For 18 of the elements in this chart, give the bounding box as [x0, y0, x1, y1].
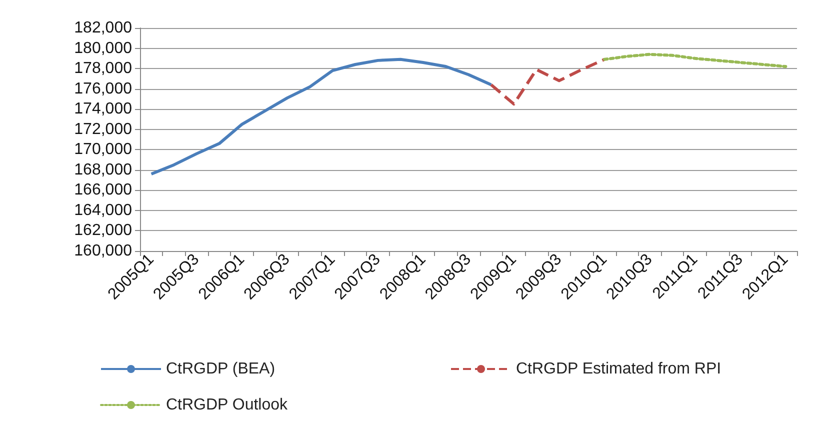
- y-tick-label: 180,000: [74, 40, 132, 57]
- y-tick-label: 164,000: [74, 202, 132, 219]
- y-tick-label: 168,000: [74, 161, 132, 178]
- y-tick-label: 166,000: [74, 182, 132, 199]
- legend-label: CtRGDP Outlook: [166, 396, 289, 414]
- legend-label: CtRGDP (BEA): [166, 360, 276, 378]
- y-tick-label: 160,000: [74, 242, 132, 260]
- y-tick-label: 178,000: [74, 60, 132, 78]
- line-series: [150, 58, 493, 176]
- y-tick-label: 174,000: [74, 100, 132, 118]
- y-tick-label: 170,000: [74, 141, 132, 158]
- y-tick-label: 162,000: [74, 222, 132, 240]
- y-tick-label: 172,000: [74, 120, 132, 138]
- y-tick-label: 176,000: [74, 80, 132, 98]
- legend-label: CtRGDP Estimated from RPI: [516, 360, 722, 378]
- line-series: [490, 58, 606, 106]
- y-tick-label: 182,000: [74, 20, 132, 36]
- line-series: [602, 52, 788, 68]
